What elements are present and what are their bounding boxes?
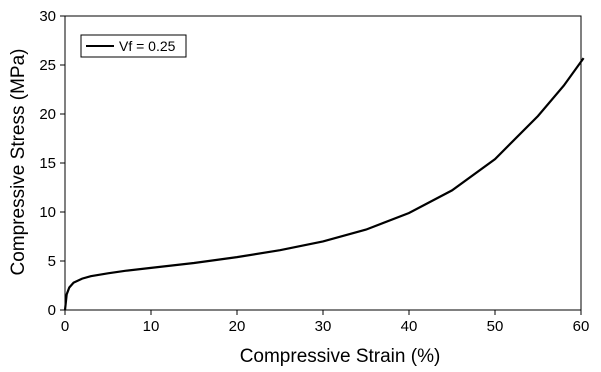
- plot-area-frame: [64, 15, 582, 311]
- x-tick-label: 0: [61, 318, 69, 335]
- y-axis-ticks: 0 5 10 15 20 25 30: [39, 8, 65, 319]
- y-tick-label: 30: [39, 8, 56, 25]
- y-tick-label: 15: [39, 155, 56, 172]
- x-axis-ticks: 0 10 20 30 40 50 60: [61, 310, 590, 335]
- x-tick-label: 30: [315, 318, 332, 335]
- x-tick-label: 60: [573, 318, 590, 335]
- x-axis-title: Compressive Strain (%): [240, 346, 441, 367]
- y-tick-label: 5: [48, 253, 56, 270]
- legend-label: Vf = 0.25: [119, 38, 176, 54]
- x-tick-label: 20: [229, 318, 246, 335]
- x-tick-label: 10: [143, 318, 160, 335]
- legend-box: [80, 34, 187, 58]
- y-axis-title: Compressive Stress (MPa): [8, 49, 29, 276]
- y-tick-label: 25: [39, 57, 56, 74]
- x-tick-label: 40: [401, 318, 418, 335]
- y-tick-label: 0: [48, 302, 56, 319]
- legend: Vf = 0.25: [80, 34, 187, 58]
- y-tick-label: 20: [39, 106, 56, 123]
- x-tick-label: 50: [487, 318, 504, 335]
- series-line-vf-0-25: [63, 57, 585, 311]
- y-tick-label: 10: [39, 204, 56, 221]
